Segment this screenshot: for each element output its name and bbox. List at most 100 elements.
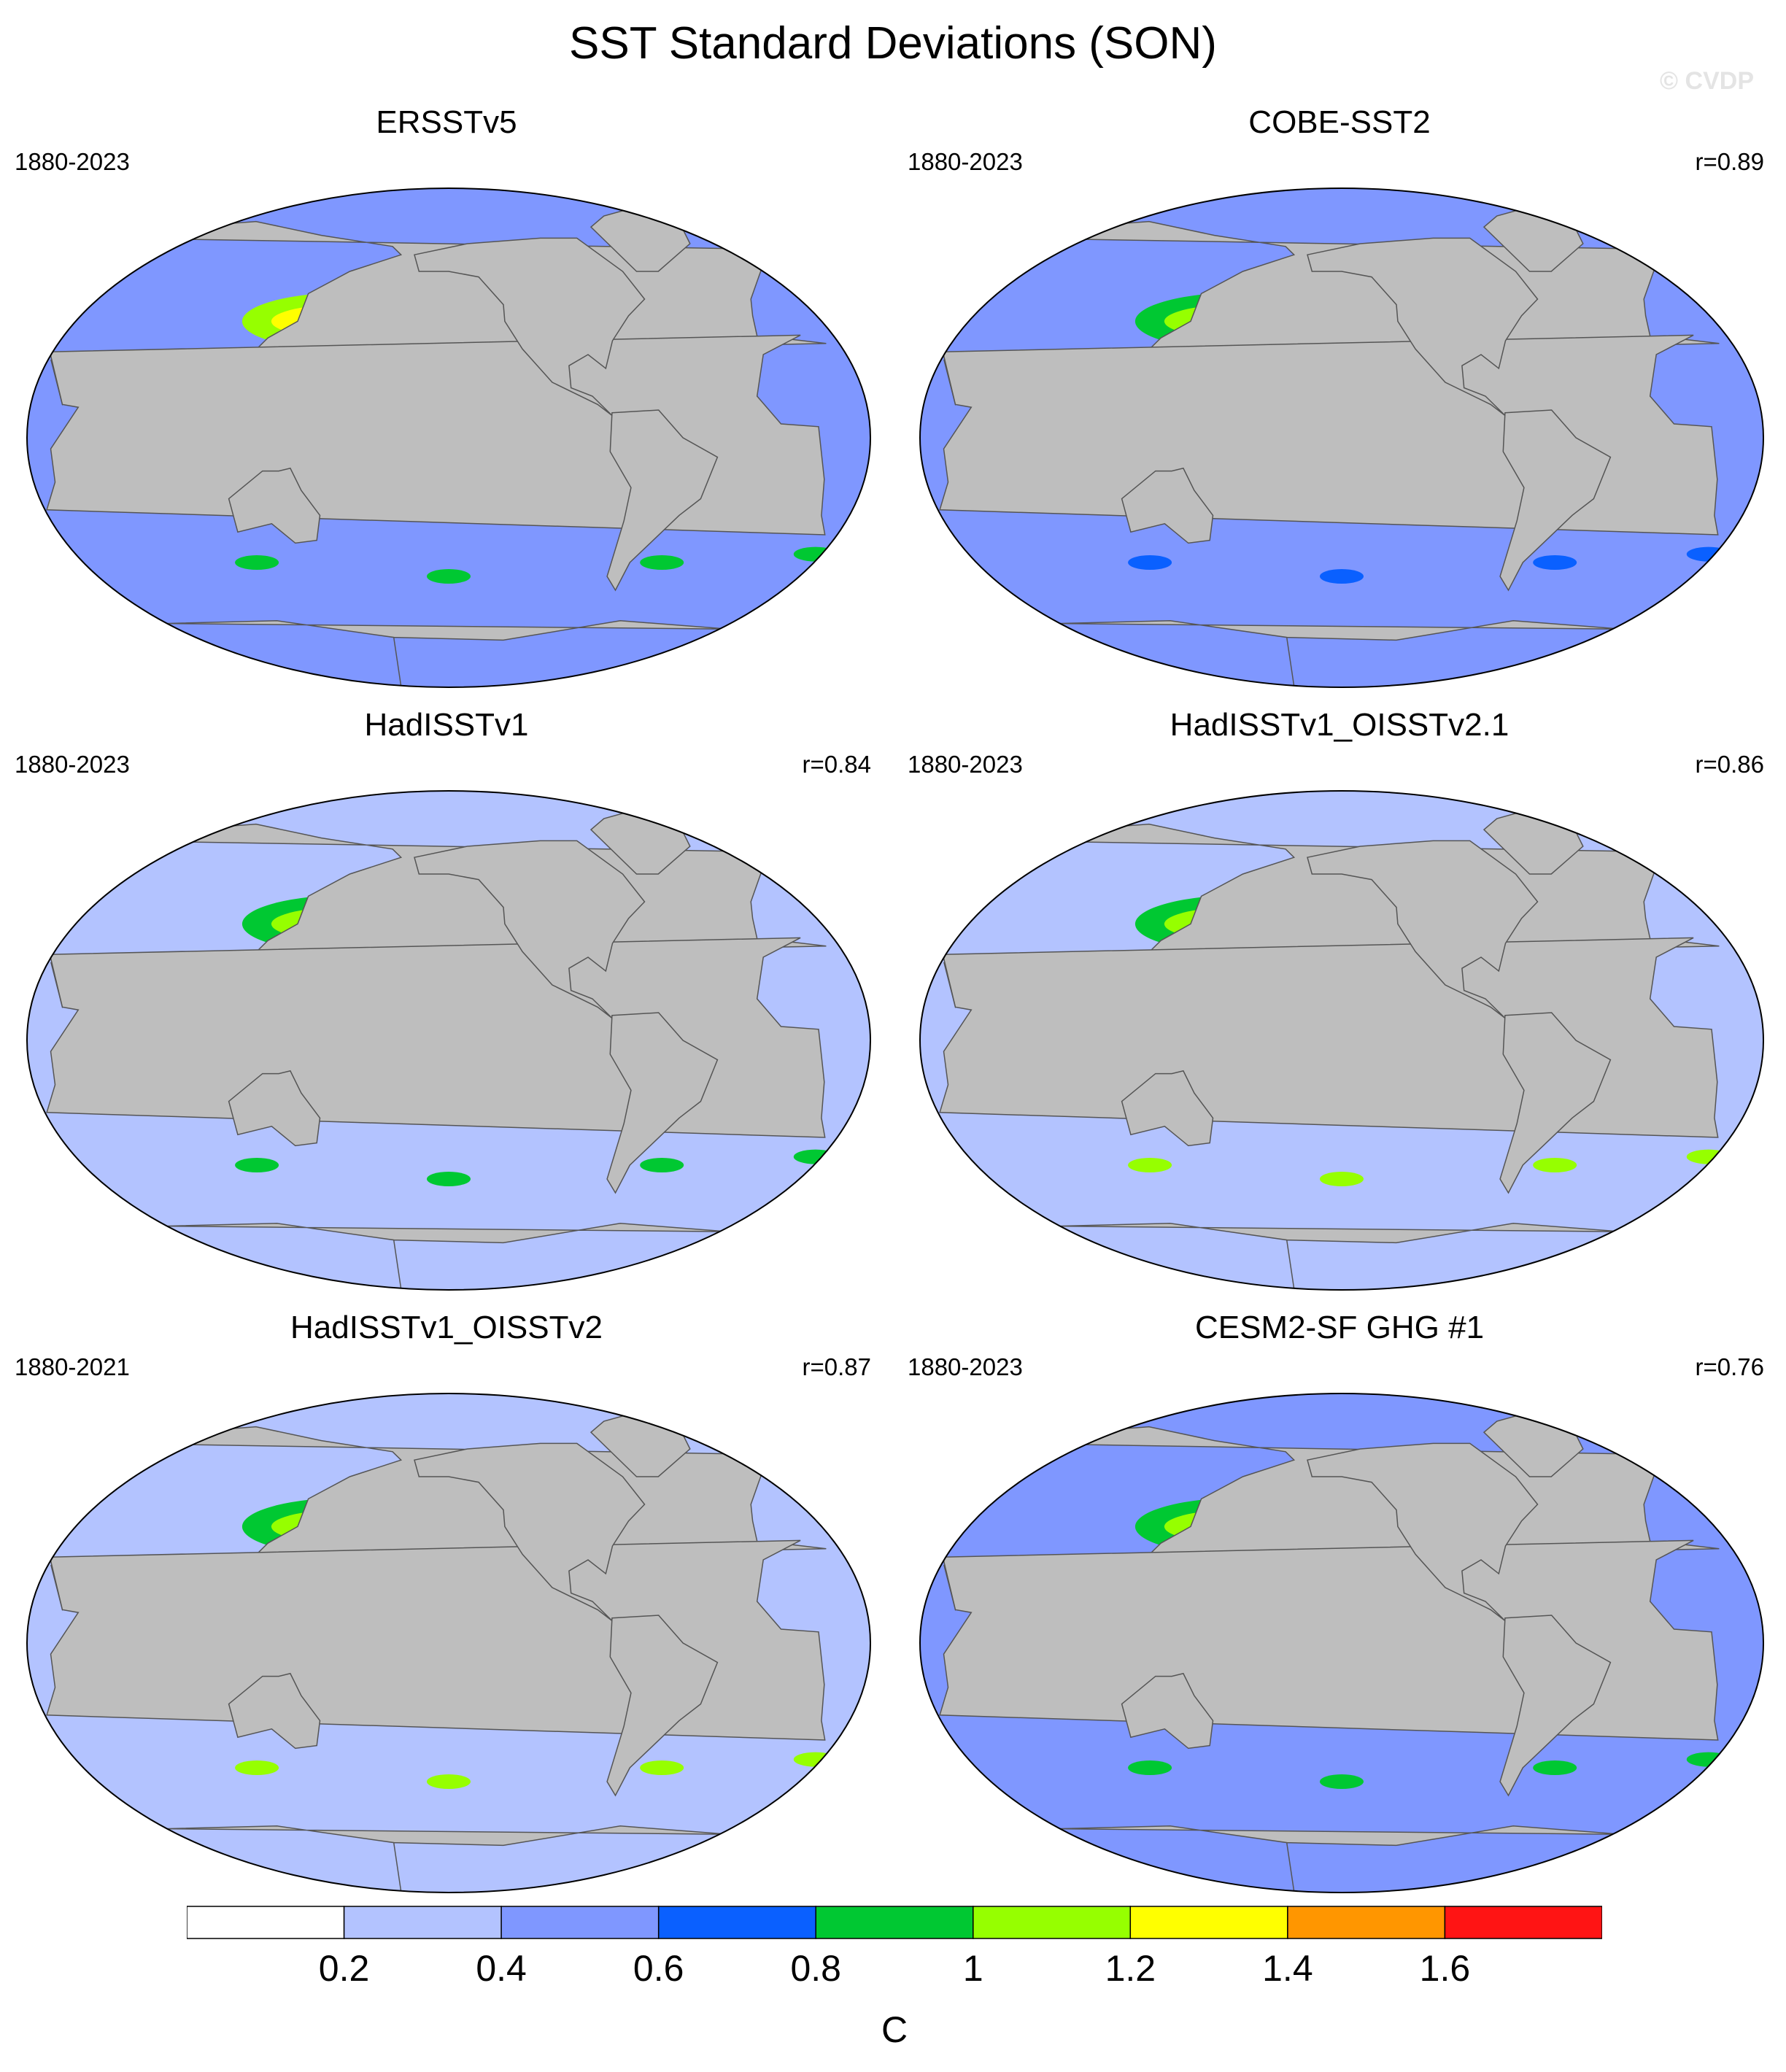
colorbar-tick-label: 1.2 <box>1105 1948 1156 1989</box>
land-south-america <box>606 1615 719 1797</box>
map-border <box>919 790 1764 1291</box>
panel-correlation: r=0.84 <box>802 751 872 778</box>
southern-ocean-anomaly <box>640 555 684 570</box>
colorbar-box <box>500 1906 660 1939</box>
map-panel: HadISSTv1_OISSTv2.1 1880-2023 r=0.86 <box>893 705 1786 1309</box>
map-border <box>919 1393 1764 1893</box>
sst-map <box>26 188 871 688</box>
sst-map <box>919 1393 1764 1893</box>
panel-years: 1880-2021 <box>15 1353 130 1380</box>
southern-ocean-anomaly <box>1533 1158 1577 1172</box>
southern-ocean-anomaly <box>235 555 279 570</box>
panel-years: 1880-2023 <box>15 751 130 778</box>
land-africa <box>939 1539 1719 1741</box>
land-south-america <box>1499 409 1612 592</box>
map-border <box>919 188 1764 688</box>
southern-ocean-anomaly <box>1533 555 1577 570</box>
southern-ocean-anomaly <box>640 1760 684 1775</box>
colorbar-tick-label: 0.6 <box>633 1948 684 1989</box>
land-australia <box>1121 1070 1214 1147</box>
land-africa <box>46 937 826 1138</box>
southern-ocean-anomaly <box>1533 1760 1577 1775</box>
map-panel: ERSSTv5 1880-2023 <box>0 102 893 706</box>
map-border <box>26 188 871 688</box>
sst-map <box>26 1393 871 1893</box>
land-south-america <box>1499 1012 1612 1194</box>
panel-correlation: r=0.87 <box>802 1353 872 1380</box>
panel-correlation: r=0.89 <box>1695 148 1765 175</box>
colorbar-tick-label: 1 <box>962 1948 983 1989</box>
colorbar-tick-label: 1.4 <box>1262 1948 1313 1989</box>
panel-title: COBE-SST2 <box>1248 104 1431 140</box>
southern-ocean-anomaly <box>1686 1149 1731 1164</box>
southern-ocean-anomaly <box>427 569 471 584</box>
southern-ocean-anomaly <box>427 1774 471 1789</box>
map-panel: HadISSTv1 1880-2023 r=0.84 <box>0 705 893 1309</box>
panel-correlation: r=0.86 <box>1695 751 1765 778</box>
colorbar-units: C <box>881 2009 908 2050</box>
southern-ocean-anomaly <box>1320 569 1364 584</box>
southern-ocean-anomaly <box>1128 555 1172 570</box>
colorbar-tick-label: 0.2 <box>318 1948 370 1989</box>
colorbar-box <box>657 1906 817 1939</box>
land-south-america <box>606 1012 719 1194</box>
panel-title: HadISSTv1_OISSTv2 <box>290 1310 603 1345</box>
land-north-america <box>414 1442 646 1622</box>
colorbar-box <box>1444 1906 1603 1939</box>
southern-ocean-anomaly <box>235 1760 279 1775</box>
map-panel: HadISSTv1_OISSTv2 1880-2021 r=0.87 <box>0 1307 893 1911</box>
panel-title: HadISSTv1_OISSTv2.1 <box>1170 707 1509 743</box>
southern-ocean-anomaly <box>427 1172 471 1186</box>
land-north-america <box>1307 1442 1539 1622</box>
southern-ocean-anomaly <box>1320 1774 1364 1789</box>
land-south-america <box>606 409 719 592</box>
land-north-america <box>414 237 646 417</box>
colorbar-tick-label: 0.8 <box>790 1948 841 1989</box>
land-australia <box>228 467 321 544</box>
colorbar-box <box>1287 1906 1446 1939</box>
southern-ocean-anomaly <box>1128 1158 1172 1172</box>
map-panel: CESM2-SF GHG #1 1880-2023 r=0.76 <box>893 1307 1786 1911</box>
southern-ocean-anomaly <box>793 1149 838 1164</box>
colorbar-tick-label: 1.6 <box>1419 1948 1471 1989</box>
panel-correlation: r=0.76 <box>1695 1353 1765 1380</box>
panel-title: CESM2-SF GHG #1 <box>1194 1310 1485 1345</box>
colorbar-box <box>815 1906 974 1939</box>
southern-ocean-anomaly <box>793 546 838 562</box>
panel-years: 1880-2023 <box>908 751 1023 778</box>
land-north-america <box>1307 840 1539 1019</box>
colorbar-box <box>1129 1906 1288 1939</box>
southern-ocean-anomaly <box>1686 1752 1731 1767</box>
land-africa <box>46 334 826 536</box>
sst-map <box>919 790 1764 1291</box>
land-australia <box>1121 1672 1214 1750</box>
watermark: © CVDP <box>1660 67 1754 95</box>
land-north-america <box>1307 237 1539 417</box>
sst-map <box>919 188 1764 688</box>
panel-years: 1880-2023 <box>908 148 1023 175</box>
land-australia <box>1121 467 1214 544</box>
map-panel: COBE-SST2 1880-2023 r=0.89 <box>893 102 1786 706</box>
southern-ocean-anomaly <box>1686 546 1731 562</box>
southern-ocean-anomaly <box>640 1158 684 1172</box>
land-africa <box>939 937 1719 1138</box>
panel-title: HadISSTv1 <box>364 707 529 743</box>
panel-title: ERSSTv5 <box>376 104 517 140</box>
sst-map <box>26 790 871 1291</box>
land-australia <box>228 1070 321 1147</box>
colorbar-tick-label: 0.4 <box>476 1948 527 1989</box>
colorbar <box>186 1906 1603 1939</box>
panel-years: 1880-2023 <box>15 148 130 175</box>
southern-ocean-anomaly <box>1128 1760 1172 1775</box>
southern-ocean-anomaly <box>1320 1172 1364 1186</box>
colorbar-box <box>343 1906 502 1939</box>
southern-ocean-anomaly <box>793 1752 838 1767</box>
southern-ocean-anomaly <box>235 1158 279 1172</box>
panel-years: 1880-2023 <box>908 1353 1023 1380</box>
land-australia <box>228 1672 321 1750</box>
land-africa <box>46 1539 826 1741</box>
colorbar-box <box>186 1906 345 1939</box>
map-border <box>26 790 871 1291</box>
land-north-america <box>414 840 646 1019</box>
map-border <box>26 1393 871 1893</box>
